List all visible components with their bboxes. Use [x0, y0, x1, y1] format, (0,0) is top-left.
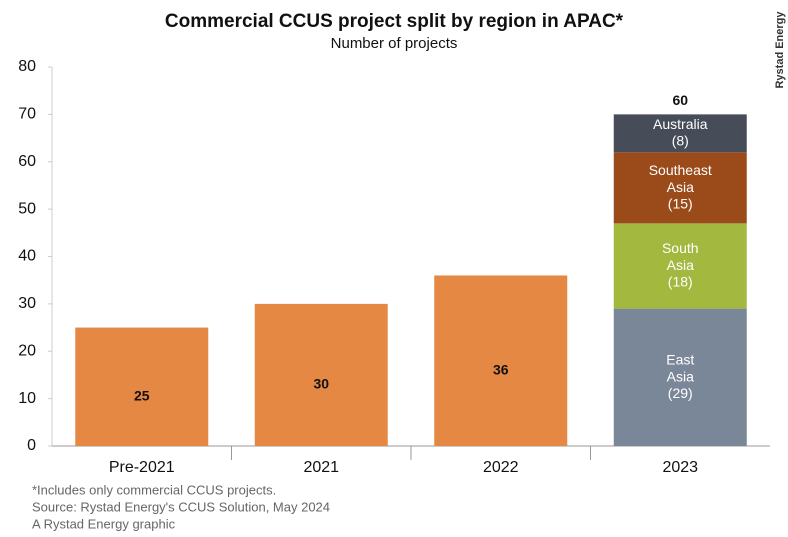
value-label: (8): [672, 133, 689, 149]
x-tick-label: 2022: [483, 459, 519, 476]
x-tick-label: Pre-2021: [109, 459, 175, 476]
value-label: (15): [668, 196, 693, 212]
bar-segment: [434, 275, 568, 446]
y-tick-label: 50: [18, 200, 36, 217]
y-tick-label: 10: [18, 390, 36, 407]
segment-label: Australia: [653, 116, 708, 132]
value-label: 30: [313, 376, 329, 392]
chart-subtitle: Number of projects: [331, 35, 458, 52]
bar-segment: [613, 308, 747, 446]
value-label: 36: [493, 361, 509, 377]
y-tick-label: 60: [18, 153, 36, 170]
y-tick-label: 30: [18, 295, 36, 312]
brand: Rystad Energy: [774, 11, 786, 89]
chart-title: Commercial CCUS project split by region …: [165, 11, 624, 32]
segment-label: South Asia: [662, 240, 699, 273]
y-tick-label: 20: [18, 342, 36, 359]
y-tick-label: 80: [18, 58, 36, 75]
x-tick-label: 2023: [662, 459, 698, 476]
value-label: (18): [668, 274, 693, 290]
value-label: 25: [134, 387, 150, 403]
bar-segment: [613, 114, 747, 153]
total-label: 60: [672, 92, 688, 108]
bar-segment: [613, 223, 747, 309]
footnote: A Rystad Energy graphic: [32, 516, 176, 531]
y-tick-label: 40: [18, 248, 36, 265]
value-label: (29): [668, 385, 693, 401]
y-tick-label: 0: [27, 437, 36, 454]
x-tick-label: 2021: [303, 459, 339, 476]
y-tick-label: 70: [18, 106, 36, 123]
segment-label: Southeast Asia: [649, 162, 712, 195]
footnote: Source: Rystad Energy's CCUS Solution, M…: [32, 499, 330, 514]
footnote: *Includes only commercial CCUS projects.: [32, 482, 276, 497]
segment-label: East Asia: [666, 351, 694, 384]
bar-segment: [254, 303, 388, 446]
bar-segment: [613, 152, 747, 224]
bar-segment: [75, 327, 209, 446]
